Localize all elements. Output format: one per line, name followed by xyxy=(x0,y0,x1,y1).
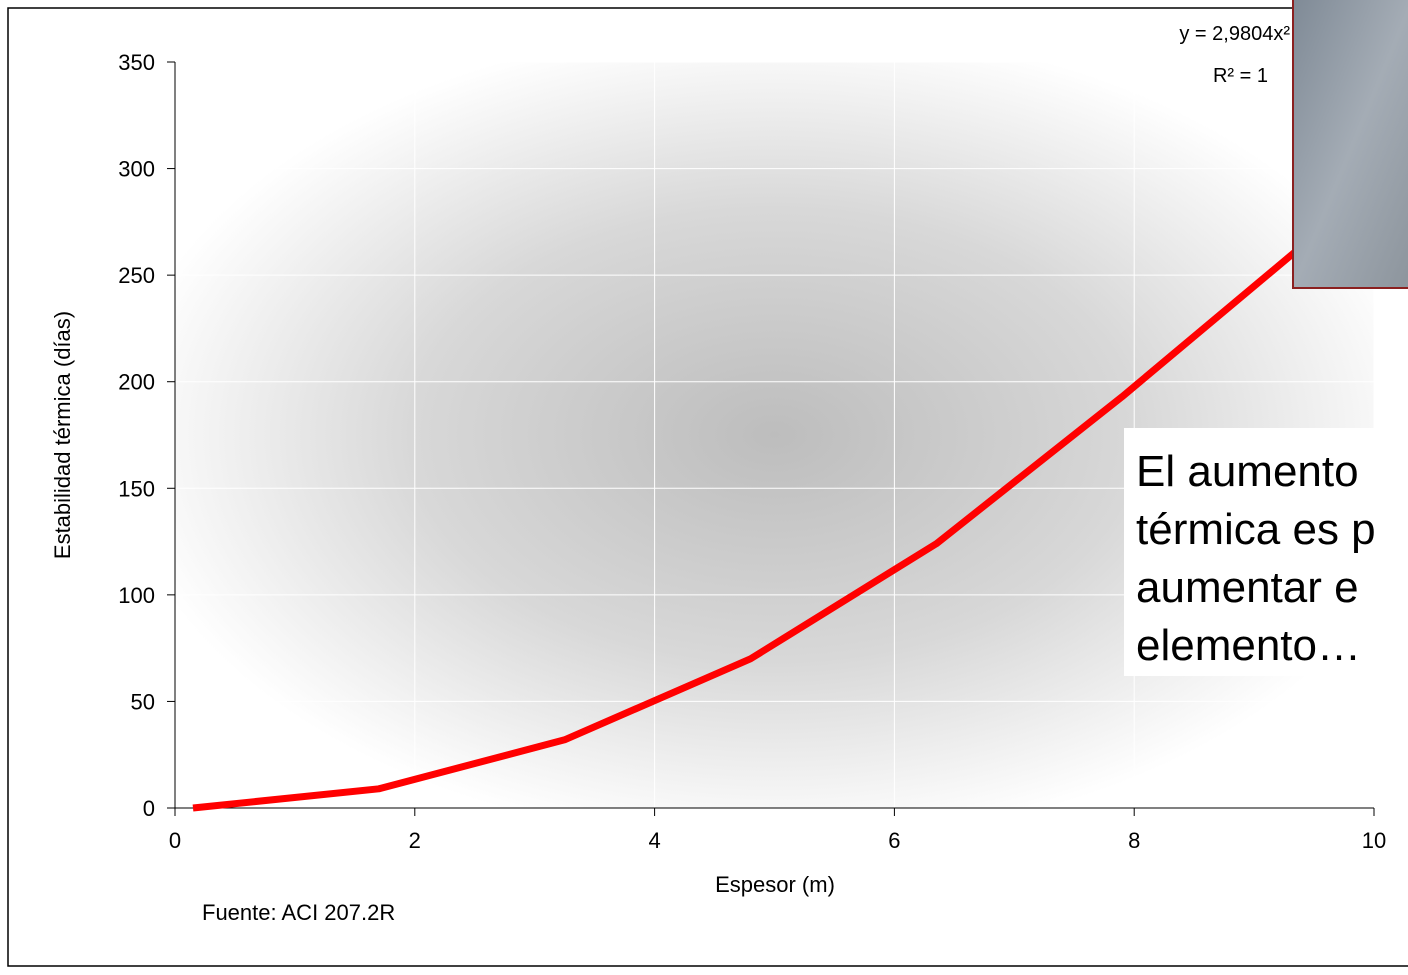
r-squared: R² = 1 xyxy=(1213,65,1268,87)
y-tick-label: 350 xyxy=(118,50,155,75)
note-line: El aumento xyxy=(1136,447,1359,496)
y-tick-label: 250 xyxy=(118,263,155,288)
photo xyxy=(1292,0,1408,289)
y-tick-label: 0 xyxy=(143,796,155,821)
x-tick-label: 6 xyxy=(888,828,900,853)
y-tick-label: 100 xyxy=(118,583,155,608)
x-tick-label: 0 xyxy=(169,828,181,853)
note-line: aumentar e xyxy=(1136,563,1359,612)
note-line: térmica es p xyxy=(1136,505,1376,554)
note-box xyxy=(1124,428,1408,676)
x-tick-label: 8 xyxy=(1128,828,1140,853)
data-line xyxy=(192,238,1311,812)
y-axis-label: Estabilidad térmica (días) xyxy=(50,311,75,559)
x-tick-label: 10 xyxy=(1362,828,1386,853)
y-tick-label: 50 xyxy=(131,689,155,714)
x-axis-label: Espesor (m) xyxy=(715,872,835,897)
y-tick-label: 200 xyxy=(118,370,155,395)
x-tick-label: 4 xyxy=(648,828,660,853)
y-tick-label: 150 xyxy=(118,476,155,501)
note-line: elemento… xyxy=(1136,621,1361,670)
y-tick-label: 300 xyxy=(118,157,155,182)
trend-equation: y = 2,9804x² xyxy=(1179,23,1290,45)
x-tick-label: 2 xyxy=(409,828,421,853)
source-note: Fuente: ACI 207.2R xyxy=(202,900,395,925)
